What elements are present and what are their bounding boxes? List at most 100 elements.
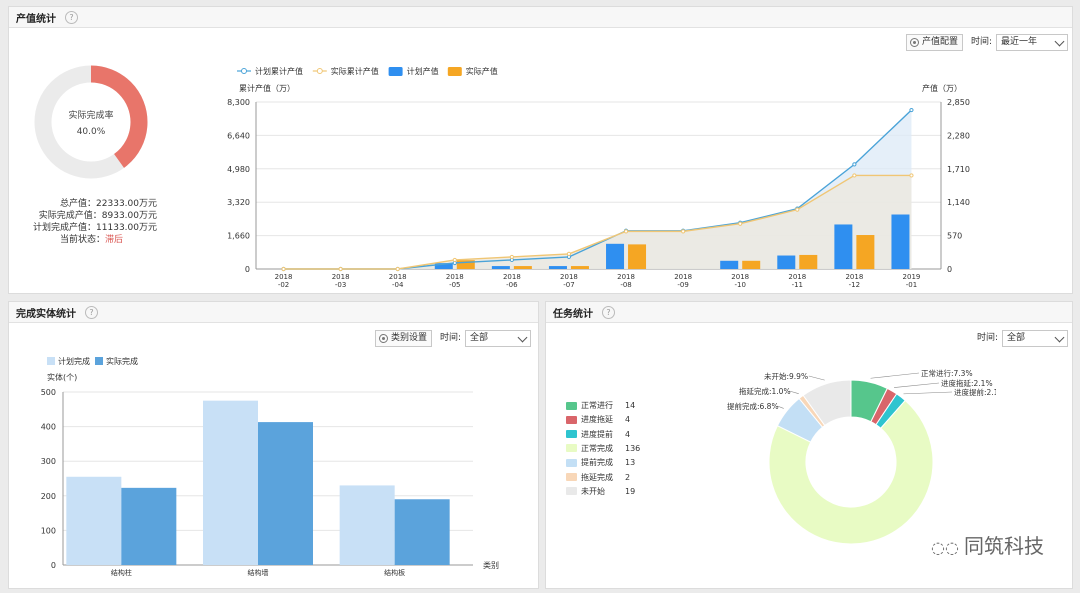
completion-donut: 实际完成率 40.0% bbox=[34, 65, 148, 179]
stat-planned: 计划完成产值：11133.00万元 bbox=[33, 223, 157, 233]
x-tick-label: 结构墙 bbox=[248, 568, 269, 577]
stat-status: 当前状态：滞后 bbox=[60, 235, 124, 245]
donut-progress-arc bbox=[34, 65, 148, 179]
legend-item[interactable]: 正常进行 14 bbox=[566, 400, 635, 411]
wechat-icon: ◌◌ bbox=[931, 538, 965, 557]
chart-legend: 计划累计产值 实际累计产值 计划产值 实际产值 bbox=[237, 66, 498, 76]
time-select[interactable]: 最近一年 bbox=[996, 34, 1068, 51]
slice-leader-line bbox=[870, 372, 920, 379]
left-tick-label: 4,980 bbox=[227, 165, 250, 174]
legend-swatch bbox=[566, 401, 577, 410]
help-icon[interactable]: ? bbox=[65, 10, 78, 24]
bar-planned bbox=[548, 266, 567, 269]
legend-swatch bbox=[47, 357, 55, 365]
slice-leader-line bbox=[894, 382, 940, 388]
legend-name: 进度提前 bbox=[581, 429, 613, 439]
help-icon[interactable]: ? bbox=[602, 305, 615, 319]
legend-name: 提前完成 bbox=[581, 458, 613, 468]
x-tick-month: -08 bbox=[620, 281, 631, 289]
x-tick-year: 2018 bbox=[332, 273, 350, 281]
legend-name: 正常完成 bbox=[581, 443, 613, 453]
legend-item[interactable]: 未开始 19 bbox=[566, 486, 635, 497]
left-axis-label: 累计产值（万） bbox=[239, 83, 295, 93]
gear-icon bbox=[910, 38, 919, 47]
legend-swatch bbox=[566, 444, 577, 453]
legend-swatch bbox=[95, 357, 103, 365]
legend-item[interactable]: 提前完成 13 bbox=[566, 457, 635, 468]
category-settings-button[interactable]: 类别设置 bbox=[375, 330, 433, 347]
left-tick-label: 8,300 bbox=[227, 98, 250, 107]
watermark: ◌◌ 同筑科技 bbox=[931, 534, 1045, 558]
legend-item[interactable]: 正常完成 136 bbox=[566, 443, 640, 454]
legend-label: 计划完成 bbox=[58, 356, 90, 366]
output-config-button[interactable]: 产值配置 bbox=[906, 34, 964, 51]
legend-name: 拖延完成 bbox=[581, 472, 613, 482]
legend-label: 计划累计产值 bbox=[255, 66, 303, 76]
legend-count: 13 bbox=[625, 458, 636, 468]
bar-planned bbox=[491, 266, 510, 269]
time-select[interactable]: 全部 bbox=[465, 330, 531, 347]
x-tick-label: 结构板 bbox=[384, 568, 405, 577]
bar-actual bbox=[742, 260, 761, 269]
line-point bbox=[452, 257, 457, 263]
legend-count: 19 bbox=[625, 486, 636, 496]
legend-count: 136 bbox=[625, 443, 641, 453]
output-value-panel: 产值统计 ? 产值配置 时间: 最近一年 实际完成率 40.0% 总产值：223… bbox=[8, 6, 1073, 294]
panel-header: 产值统计 ? bbox=[9, 7, 1072, 28]
x-tick-year: 2018 bbox=[845, 273, 863, 281]
slice-leader-line bbox=[777, 405, 784, 409]
legend-bar-swatch bbox=[447, 67, 462, 76]
line-point bbox=[738, 221, 743, 226]
time-select[interactable]: 全部 bbox=[1002, 330, 1068, 347]
slice-label: 提前完成:6.8% bbox=[727, 401, 779, 411]
right-tick-label: 570 bbox=[947, 232, 962, 241]
chevron-down-icon bbox=[517, 332, 528, 343]
x-tick-year: 2018 bbox=[731, 273, 749, 281]
y-tick-label: 100 bbox=[41, 526, 56, 535]
line-point bbox=[623, 229, 629, 234]
y-axis-label: 实体(个) bbox=[47, 372, 77, 382]
bar-planned bbox=[777, 255, 796, 269]
line-point bbox=[909, 173, 914, 178]
actual-cumulative-area bbox=[283, 175, 912, 269]
task-donut-chart: 正常进行:7.3%进度拖延:2.1%进度提前:2.1% 提前完成:6.8% 拖延完成… bbox=[727, 368, 996, 545]
slice-leader-line bbox=[903, 391, 953, 395]
config-button-label: 产值配置 bbox=[922, 37, 959, 47]
legend-swatch bbox=[566, 487, 577, 496]
slice-leader-line bbox=[789, 390, 799, 395]
y-tick-label: 0 bbox=[51, 561, 56, 570]
legend-item[interactable]: 进度提前 4 bbox=[566, 429, 630, 440]
donut-slice bbox=[802, 379, 852, 427]
right-tick-label: 1,140 bbox=[947, 198, 970, 207]
chevron-down-icon bbox=[1054, 332, 1065, 343]
help-icon[interactable]: ? bbox=[85, 305, 98, 319]
legend-item[interactable]: 拖延完成 2 bbox=[566, 472, 630, 483]
x-tick-month: -05 bbox=[449, 281, 460, 289]
panel-title: 任务统计 bbox=[553, 308, 593, 320]
bar-actual bbox=[799, 254, 818, 269]
x-tick-month: -06 bbox=[506, 281, 518, 289]
legend-count: 4 bbox=[625, 429, 631, 439]
bar-planned bbox=[203, 400, 258, 565]
left-tick-label: 1,660 bbox=[227, 232, 250, 241]
line-point bbox=[338, 266, 343, 272]
right-axis-label: 产值（万） bbox=[922, 83, 962, 93]
donut-value: 40.0% bbox=[77, 127, 106, 137]
slice-label: 拖延完成:1.0% bbox=[739, 386, 791, 396]
legend-swatch bbox=[566, 473, 577, 481]
x-tick-month: -04 bbox=[392, 281, 404, 289]
slice-label: 进度提前:2.1% bbox=[954, 387, 996, 397]
x-tick-year: 2019 bbox=[903, 273, 921, 281]
bar-actual bbox=[628, 244, 647, 269]
legend-count: 4 bbox=[625, 415, 631, 425]
legend-item[interactable]: 进度拖延 4 bbox=[566, 414, 630, 425]
x-tick-year: 2018 bbox=[389, 273, 407, 281]
line-point bbox=[509, 254, 514, 260]
x-tick-year: 2018 bbox=[560, 273, 578, 281]
left-tick-label: 3,320 bbox=[227, 198, 250, 207]
legend-swatch bbox=[566, 458, 577, 467]
bar-planned bbox=[720, 260, 739, 269]
legend-marker bbox=[316, 68, 323, 74]
